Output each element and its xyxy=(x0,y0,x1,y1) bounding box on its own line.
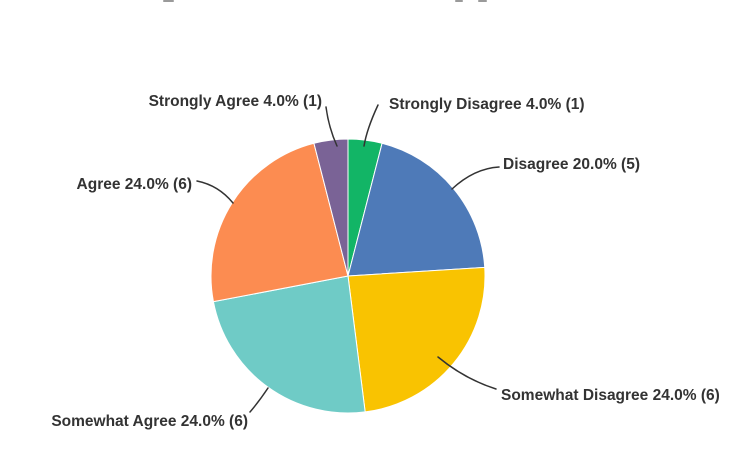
slice-label-somewhat-disagree: Somewhat Disagree 24.0% (6) xyxy=(501,387,720,404)
leader-line-strongly-agree xyxy=(325,106,338,147)
cropped-title-fragment xyxy=(478,0,487,2)
pie-slice-strongly-agree xyxy=(313,138,349,277)
leader-line-strongly-disagree xyxy=(363,104,379,147)
leader-line-disagree xyxy=(451,166,500,190)
cropped-title-fragment xyxy=(455,0,463,2)
pie-slice-somewhat-disagree xyxy=(347,266,486,413)
leader-line-somewhat-agree xyxy=(249,387,269,413)
cropped-title-fragment xyxy=(163,0,174,2)
slice-label-strongly-disagree: Strongly Disagree 4.0% (1) xyxy=(389,96,585,113)
slice-label-strongly-agree: Strongly Agree 4.0% (1) xyxy=(148,93,322,110)
slice-label-disagree: Disagree 20.0% (5) xyxy=(503,156,640,173)
leader-line-somewhat-disagree xyxy=(437,356,497,390)
slice-label-agree: Agree 24.0% (6) xyxy=(76,176,192,193)
pie-slice-somewhat-agree xyxy=(212,275,366,414)
pie-slice-disagree xyxy=(347,142,486,277)
leader-line-agree xyxy=(196,180,234,204)
pie-slices-group xyxy=(210,138,486,414)
slice-label-somewhat-agree: Somewhat Agree 24.0% (6) xyxy=(51,413,248,430)
leader-lines-group xyxy=(196,104,500,413)
